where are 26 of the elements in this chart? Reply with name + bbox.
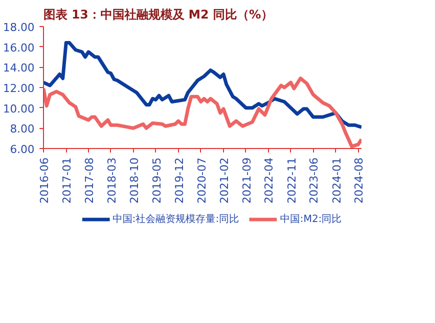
y-tick-label: 8.00	[10, 122, 35, 136]
x-tick-label: 2022-04	[262, 157, 276, 204]
y-tick-label: 12.00	[3, 82, 35, 95]
x-tick-label: 2024-08	[352, 157, 366, 204]
chart-title: 图表 13：中国社融规模及 M2 同比（%）	[44, 8, 274, 22]
legend-label: 中国:社会融资规模存量:同比	[112, 212, 240, 226]
x-tick-label: 2020-07	[195, 157, 208, 204]
x-tick-label: 2024-01	[330, 157, 344, 204]
y-tick-label: 18.00	[3, 21, 35, 34]
x-tick-label: 2022-11	[285, 157, 298, 204]
x-tick-label: 2023-06	[308, 157, 321, 204]
y-tick-label: 6.00	[10, 143, 35, 156]
line-series	[44, 41, 362, 129]
legend-label: 中国:M2:同比	[280, 212, 342, 226]
x-tick-label: 2016-06	[38, 157, 51, 204]
x-tick-label: 2018-10	[128, 157, 141, 204]
x-tick-label: 2021-02	[218, 157, 231, 204]
y-tick-label: 10.00	[3, 102, 35, 116]
x-tick-label: 2017-01	[60, 157, 74, 204]
x-tick-label: 2017-08	[82, 157, 96, 204]
x-tick-label: 2019-12	[172, 157, 186, 204]
y-tick-label: 14.00	[3, 62, 35, 75]
y-tick-label: 16.00	[3, 41, 35, 54]
x-tick-label: 2021-09	[240, 157, 254, 204]
x-tick-label: 2018-03	[105, 157, 118, 204]
x-tick-label: 2019-05	[150, 157, 164, 204]
